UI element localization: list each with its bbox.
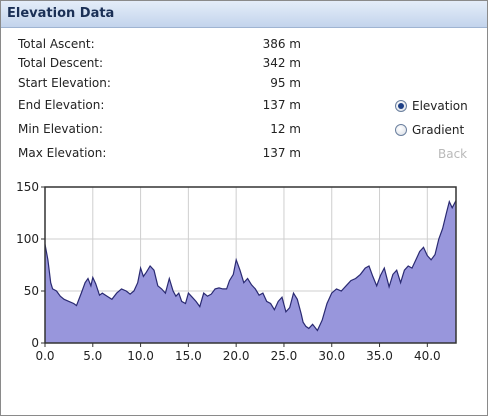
y-tick-label: 0 [31, 336, 39, 350]
total-descent-label: Total Descent: [18, 56, 104, 70]
panel-titlebar: Elevation Data [1, 1, 487, 28]
start-elevation-value: 95 m [270, 76, 301, 90]
elevation-chart: 0.0 5.0 10.0 15.0 20.0 25.0 30.0 35.0 40.0 0 50 10… [16, 180, 457, 363]
y-axis-ticks: 0 50 100 150 [16, 180, 45, 350]
y-tick-label: 100 [16, 232, 39, 246]
x-tick-label: 40.0 [414, 349, 441, 363]
min-elevation-value: 12 m [270, 122, 301, 136]
y-tick-label: 50 [24, 284, 39, 298]
gradient-view-label[interactable]: Gradient [412, 123, 465, 137]
x-tick-label: 35.0 [366, 349, 393, 363]
x-tick-label: 10.0 [127, 349, 154, 363]
x-tick-label: 20.0 [223, 349, 250, 363]
max-elevation-value: 137 m [262, 146, 301, 160]
elevation-view-label[interactable]: Elevation [412, 99, 468, 113]
end-elevation-value: 137 m [262, 98, 301, 112]
y-tick-label: 150 [16, 180, 39, 194]
radio-unselected-icon[interactable] [395, 124, 407, 136]
total-descent-value: 342 m [262, 56, 301, 70]
min-elevation-label: Min Elevation: [18, 122, 103, 136]
end-elevation-label: End Elevation: [18, 98, 105, 112]
x-tick-label: 0.0 [35, 349, 54, 363]
max-elevation-label: Max Elevation: [18, 146, 107, 160]
elevation-area [45, 200, 456, 343]
plot-frame [44, 186, 457, 344]
start-elevation-label: Start Elevation: [18, 76, 111, 90]
x-tick-label: 30.0 [318, 349, 345, 363]
gradient-view-radio[interactable]: Gradient [395, 123, 464, 137]
elevation-line [44, 199, 457, 332]
radio-selected-icon[interactable] [395, 100, 407, 112]
back-link: Back [438, 147, 468, 161]
elevation-view-radio[interactable]: Elevation [395, 99, 468, 113]
x-axis-ticks: 0.0 5.0 10.0 15.0 20.0 25.0 30.0 35.0 40.0 [35, 343, 441, 363]
total-ascent-label: Total Ascent: [18, 37, 95, 51]
x-tick-label: 15.0 [175, 349, 202, 363]
panel-title: Elevation Data [7, 6, 115, 21]
x-tick-label: 25.0 [271, 349, 298, 363]
total-ascent-value: 386 m [262, 37, 301, 51]
x-tick-label: 5.0 [83, 349, 102, 363]
